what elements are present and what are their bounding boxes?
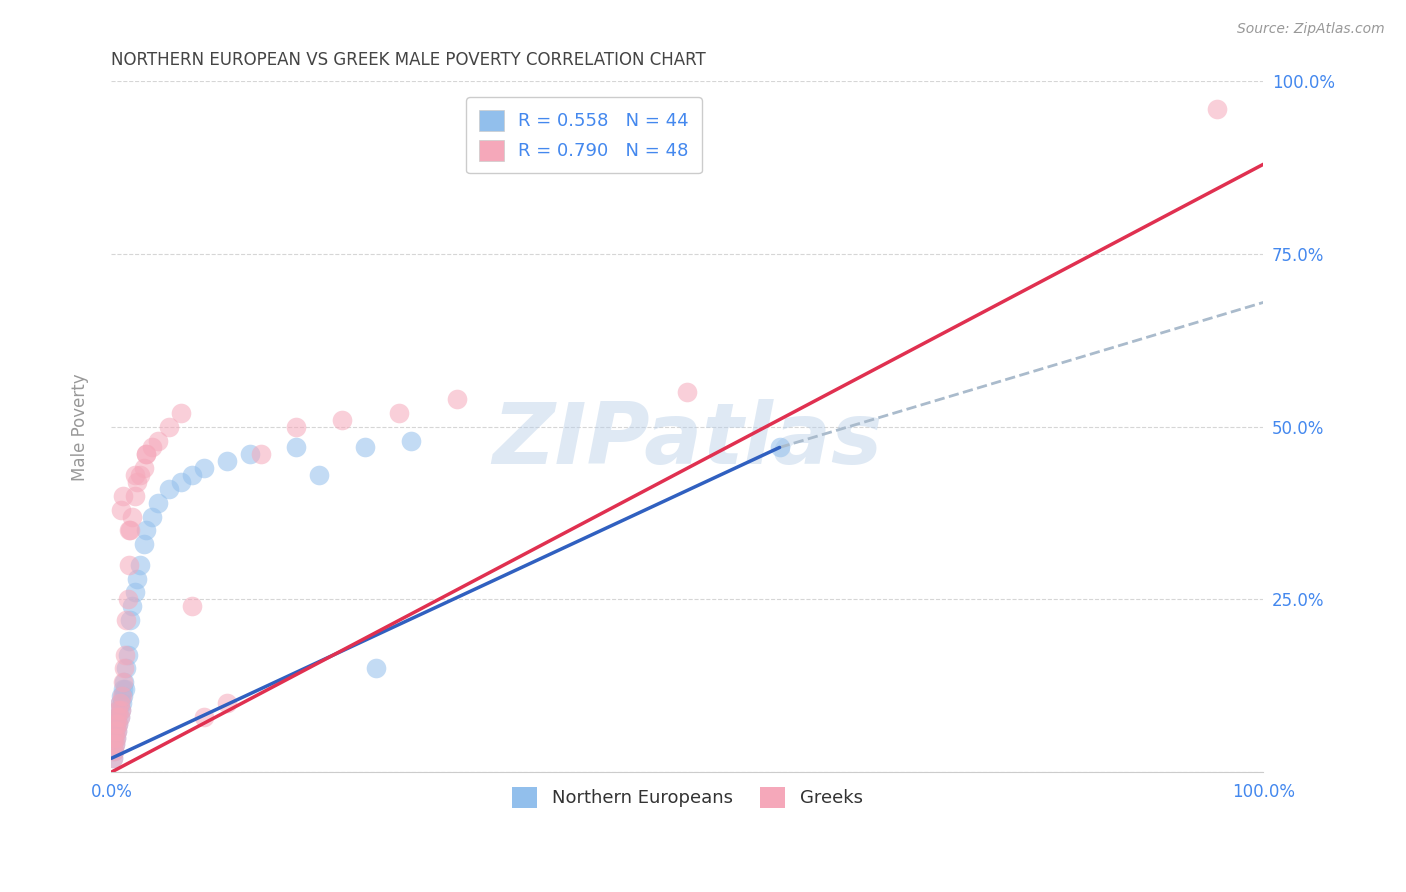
Point <box>129 468 152 483</box>
Point <box>135 447 157 461</box>
Point <box>105 731 128 745</box>
Point <box>105 723 128 738</box>
Point <box>107 716 129 731</box>
Point <box>112 661 135 675</box>
Point <box>284 441 307 455</box>
Point <box>104 723 127 738</box>
Point <box>118 558 141 572</box>
Point <box>676 385 699 400</box>
Point <box>125 572 148 586</box>
Point <box>250 447 273 461</box>
Point <box>446 392 468 406</box>
Point <box>108 696 131 710</box>
Y-axis label: Male Poverty: Male Poverty <box>72 373 89 481</box>
Point <box>107 716 129 731</box>
Point <box>103 744 125 758</box>
Point <box>115 661 138 675</box>
Point <box>110 689 132 703</box>
Point <box>132 537 155 551</box>
Point <box>115 613 138 627</box>
Point <box>215 696 238 710</box>
Point <box>111 689 134 703</box>
Text: NORTHERN EUROPEAN VS GREEK MALE POVERTY CORRELATION CHART: NORTHERN EUROPEAN VS GREEK MALE POVERTY … <box>111 51 706 69</box>
Legend: Northern Europeans, Greeks: Northern Europeans, Greeks <box>505 780 870 815</box>
Point <box>399 434 422 448</box>
Point <box>132 461 155 475</box>
Point <box>215 454 238 468</box>
Point <box>354 441 377 455</box>
Point <box>107 703 129 717</box>
Point <box>125 475 148 489</box>
Point <box>110 502 132 516</box>
Point <box>284 419 307 434</box>
Point <box>103 731 125 745</box>
Point <box>105 731 128 745</box>
Point <box>103 744 125 758</box>
Point <box>388 406 411 420</box>
Point <box>117 592 139 607</box>
Point <box>181 468 204 483</box>
Point <box>104 738 127 752</box>
Point <box>169 406 191 420</box>
Point <box>111 489 134 503</box>
Point <box>103 731 125 745</box>
Point <box>114 648 136 662</box>
Text: ZIPatlas: ZIPatlas <box>492 399 883 482</box>
Point <box>193 710 215 724</box>
Point <box>105 716 128 731</box>
Point <box>118 524 141 538</box>
Point <box>118 613 141 627</box>
Text: Source: ZipAtlas.com: Source: ZipAtlas.com <box>1237 22 1385 37</box>
Point <box>105 716 128 731</box>
Point <box>124 468 146 483</box>
Point <box>118 633 141 648</box>
Point <box>124 489 146 503</box>
Point <box>110 703 132 717</box>
Point <box>108 710 131 724</box>
Point <box>105 723 128 738</box>
Point <box>104 738 127 752</box>
Point <box>118 524 141 538</box>
Point <box>101 738 124 752</box>
Point <box>239 447 262 461</box>
Point <box>105 710 128 724</box>
Point <box>111 689 134 703</box>
Point <box>135 447 157 461</box>
Point <box>330 413 353 427</box>
Point <box>135 524 157 538</box>
Point <box>105 710 128 724</box>
Point <box>141 441 163 455</box>
Point <box>111 682 134 697</box>
Point <box>101 751 124 765</box>
Point <box>1206 102 1229 116</box>
Point <box>121 599 143 614</box>
Point <box>110 703 132 717</box>
Point <box>146 496 169 510</box>
Point <box>108 710 131 724</box>
Point <box>366 661 388 675</box>
Point <box>114 682 136 697</box>
Point <box>121 509 143 524</box>
Point <box>112 675 135 690</box>
Point <box>124 585 146 599</box>
Point <box>107 703 129 717</box>
Point <box>129 558 152 572</box>
Point <box>117 648 139 662</box>
Point <box>308 468 330 483</box>
Point <box>146 434 169 448</box>
Point <box>101 751 124 765</box>
Point <box>157 419 180 434</box>
Point <box>193 461 215 475</box>
Point <box>169 475 191 489</box>
Point <box>141 509 163 524</box>
Point <box>108 696 131 710</box>
Point <box>181 599 204 614</box>
Point <box>111 696 134 710</box>
Point <box>768 441 790 455</box>
Point <box>157 482 180 496</box>
Point <box>104 723 127 738</box>
Point <box>111 675 134 690</box>
